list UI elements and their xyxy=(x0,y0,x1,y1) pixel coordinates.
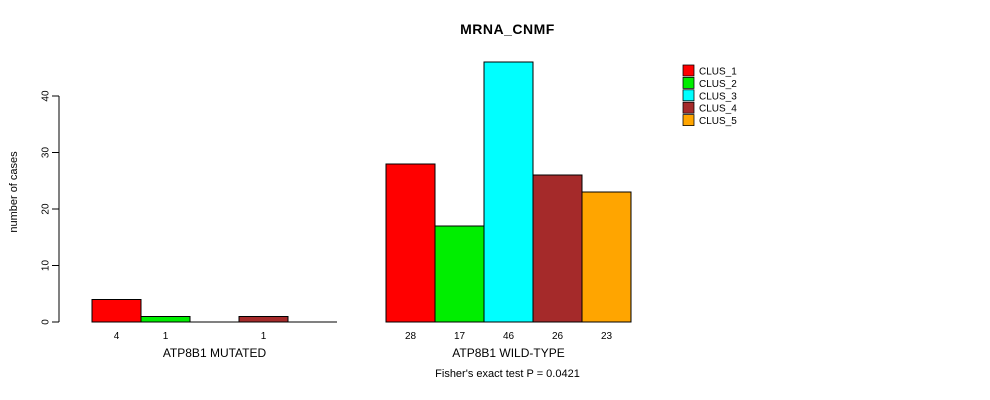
bar-value-label: 1 xyxy=(261,331,267,342)
group-label: ATP8B1 MUTATED xyxy=(163,346,267,360)
bar-value-label: 28 xyxy=(405,331,417,342)
legend-label-clus_3: CLUS_3 xyxy=(699,91,737,102)
legend-label-clus_2: CLUS_2 xyxy=(699,79,737,90)
bar-clus_1-2 xyxy=(385,163,436,323)
legend-label-clus_1: CLUS_1 xyxy=(699,67,737,78)
y-tick-label: 10 xyxy=(41,260,52,272)
group-label: ATP8B1 WILD-TYPE xyxy=(452,346,564,360)
chart-title: MRNA_CNMF xyxy=(460,21,555,37)
y-tick-label: 0 xyxy=(41,319,52,325)
fisher-test-annotation: Fisher's exact test P = 0.0421 xyxy=(435,368,580,380)
bar-clus_4-1 xyxy=(238,315,289,323)
legend-swatch-clus_3 xyxy=(682,89,695,102)
legend-swatch-clus_1 xyxy=(682,64,695,77)
bar-clus_5-2 xyxy=(581,191,632,323)
bar-clus_3-2 xyxy=(483,61,534,323)
bar-value-label: 26 xyxy=(552,331,564,342)
bar-clus_2-1 xyxy=(140,315,191,323)
legend-swatch-clus_2 xyxy=(682,77,695,89)
bar-value-label: 4 xyxy=(114,331,120,342)
bar-clus_2-2 xyxy=(434,225,485,323)
bar-clus_4-2 xyxy=(532,174,583,323)
legend-label-clus_4: CLUS_4 xyxy=(699,104,737,115)
y-tick-label: 20 xyxy=(41,203,52,215)
y-tick-label: 30 xyxy=(41,147,52,159)
bar-value-label: 1 xyxy=(163,331,169,342)
y-tick-label: 40 xyxy=(41,90,52,102)
legend-swatch-clus_5 xyxy=(682,114,695,126)
bar-value-label: 17 xyxy=(454,331,466,342)
bar-value-label: 46 xyxy=(503,331,515,342)
legend-label-clus_5: CLUS_5 xyxy=(699,116,737,127)
bar-clus_1-1 xyxy=(91,298,142,323)
bar-value-label: 23 xyxy=(601,331,613,342)
legend-swatch-clus_4 xyxy=(682,101,695,114)
